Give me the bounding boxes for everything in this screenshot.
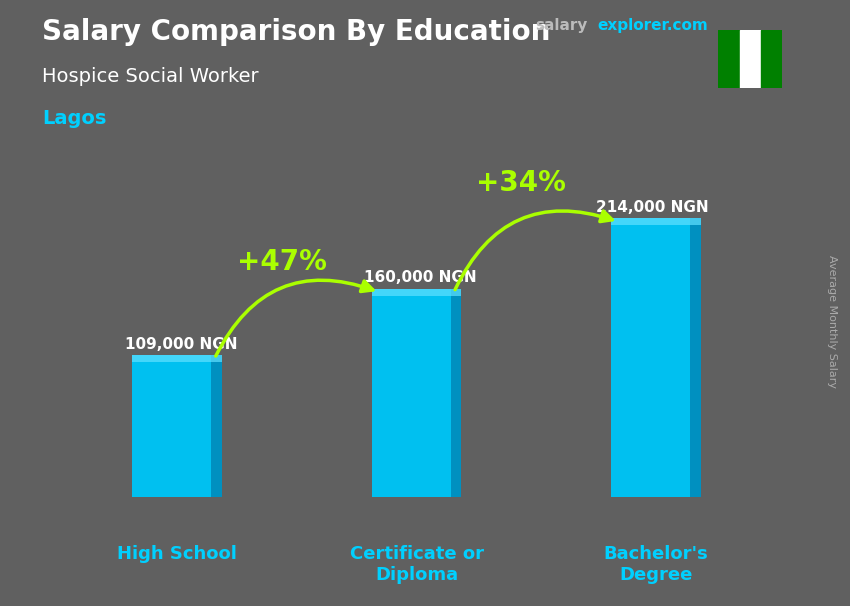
Bar (740, 30, 761, 88)
Bar (761, 30, 782, 88)
Bar (611, 218, 700, 225)
Bar (450, 288, 462, 497)
Text: 109,000 NGN: 109,000 NGN (125, 336, 237, 351)
Bar (212, 355, 222, 497)
Bar (371, 288, 462, 296)
Text: explorer.com: explorer.com (598, 18, 708, 33)
Text: +34%: +34% (476, 169, 566, 197)
Bar (133, 355, 222, 362)
Text: Lagos: Lagos (42, 109, 107, 128)
Text: Average Monthly Salary: Average Monthly Salary (827, 255, 837, 388)
Text: salary: salary (536, 18, 588, 33)
FancyBboxPatch shape (371, 288, 462, 497)
Bar (690, 218, 700, 497)
Bar (718, 30, 740, 88)
FancyBboxPatch shape (133, 355, 222, 497)
Text: Certificate or
Diploma: Certificate or Diploma (349, 545, 484, 584)
Text: Salary Comparison By Education: Salary Comparison By Education (42, 18, 551, 46)
Text: Bachelor's
Degree: Bachelor's Degree (604, 545, 708, 584)
Text: 214,000 NGN: 214,000 NGN (596, 200, 708, 215)
Text: +47%: +47% (237, 248, 326, 276)
Text: High School: High School (117, 545, 237, 564)
Text: Hospice Social Worker: Hospice Social Worker (42, 67, 259, 85)
Text: 160,000 NGN: 160,000 NGN (364, 270, 477, 285)
FancyBboxPatch shape (611, 218, 700, 497)
